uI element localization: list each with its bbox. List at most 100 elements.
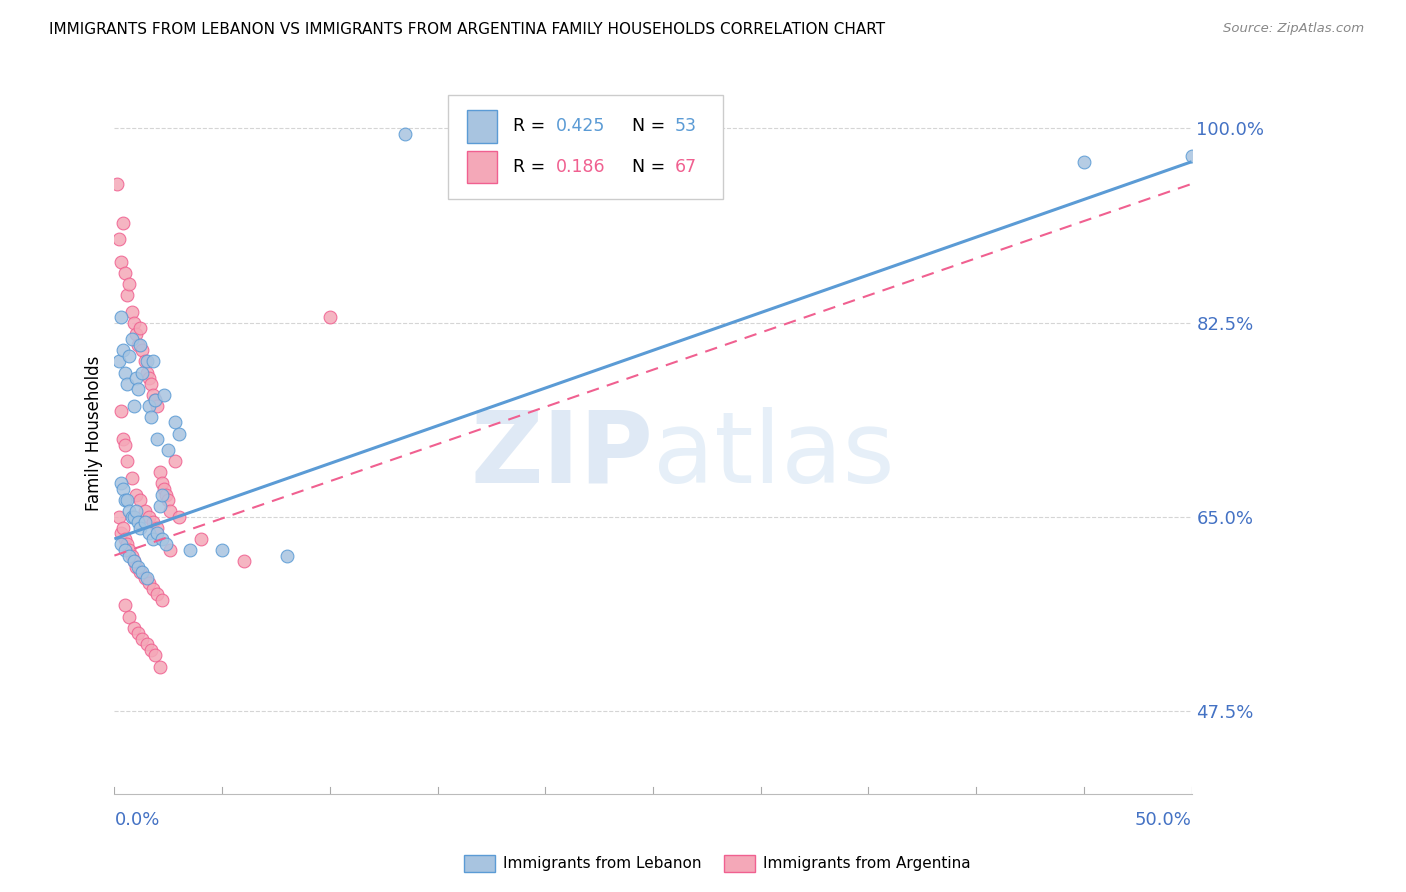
Point — [129, 521, 152, 535]
Point — [129, 338, 152, 352]
Point — [142, 387, 165, 401]
Point — [125, 487, 148, 501]
Point — [114, 532, 136, 546]
Point — [150, 476, 173, 491]
Point — [114, 437, 136, 451]
Point — [127, 559, 149, 574]
Point — [153, 387, 176, 401]
Point — [138, 576, 160, 591]
Point — [121, 332, 143, 346]
Point — [135, 354, 157, 368]
Point — [138, 371, 160, 385]
Point — [146, 587, 169, 601]
Point — [159, 543, 181, 558]
Point — [117, 493, 139, 508]
Point — [122, 316, 145, 330]
Text: R =: R = — [513, 158, 551, 176]
Point — [138, 399, 160, 413]
Point — [127, 338, 149, 352]
Point — [125, 504, 148, 518]
Point — [142, 516, 165, 530]
Point — [142, 582, 165, 596]
Point — [118, 504, 141, 518]
Point — [131, 632, 153, 646]
Point — [134, 516, 156, 530]
Text: 0.425: 0.425 — [555, 117, 606, 135]
Point — [319, 310, 342, 324]
Point — [107, 354, 129, 368]
Point — [129, 565, 152, 579]
Point — [117, 288, 139, 302]
Point — [107, 232, 129, 246]
Point — [127, 626, 149, 640]
Point — [134, 571, 156, 585]
Text: N =: N = — [620, 117, 671, 135]
Point — [125, 559, 148, 574]
Text: 0.0%: 0.0% — [114, 811, 160, 829]
Point — [143, 393, 166, 408]
Text: Immigrants from Lebanon: Immigrants from Lebanon — [503, 856, 702, 871]
Text: N =: N = — [620, 158, 671, 176]
Point — [114, 599, 136, 613]
Point — [167, 426, 190, 441]
Point — [125, 371, 148, 385]
Point — [122, 399, 145, 413]
Point — [118, 277, 141, 291]
Point — [134, 504, 156, 518]
Point — [127, 516, 149, 530]
Point — [112, 343, 135, 358]
Text: R =: R = — [513, 117, 551, 135]
Point — [114, 366, 136, 380]
Point — [110, 476, 132, 491]
Point — [150, 593, 173, 607]
Text: 67: 67 — [675, 158, 697, 176]
Point — [110, 404, 132, 418]
Point — [129, 493, 152, 508]
Point — [121, 471, 143, 485]
Point — [155, 487, 177, 501]
Point — [107, 509, 129, 524]
Point — [211, 543, 233, 558]
Point — [138, 526, 160, 541]
Point — [112, 216, 135, 230]
Point — [157, 493, 180, 508]
FancyBboxPatch shape — [467, 111, 496, 143]
Point — [146, 432, 169, 446]
Point — [149, 659, 172, 673]
Point — [110, 526, 132, 541]
Point — [146, 521, 169, 535]
Point — [163, 454, 186, 468]
Point — [1073, 154, 1095, 169]
Point — [276, 549, 298, 563]
Point — [110, 537, 132, 551]
FancyBboxPatch shape — [467, 151, 496, 184]
Point — [190, 532, 212, 546]
Point — [122, 621, 145, 635]
Point — [143, 648, 166, 663]
Point — [114, 493, 136, 508]
Text: atlas: atlas — [652, 407, 894, 504]
Point — [139, 643, 162, 657]
Text: ZIP: ZIP — [470, 407, 652, 504]
Point — [121, 549, 143, 563]
Point — [122, 509, 145, 524]
Text: Source: ZipAtlas.com: Source: ZipAtlas.com — [1223, 22, 1364, 36]
Point — [146, 526, 169, 541]
Point — [131, 366, 153, 380]
Point — [117, 537, 139, 551]
Point — [118, 609, 141, 624]
Point — [394, 127, 416, 141]
Y-axis label: Family Households: Family Households — [86, 356, 103, 511]
Point — [138, 509, 160, 524]
Point — [159, 504, 181, 518]
Point — [114, 266, 136, 280]
Point — [117, 454, 139, 468]
Point — [155, 537, 177, 551]
Text: 0.186: 0.186 — [555, 158, 606, 176]
Text: Immigrants from Argentina: Immigrants from Argentina — [763, 856, 972, 871]
Point — [112, 521, 135, 535]
Point — [125, 326, 148, 341]
Point — [110, 254, 132, 268]
Point — [135, 571, 157, 585]
Point — [121, 304, 143, 318]
